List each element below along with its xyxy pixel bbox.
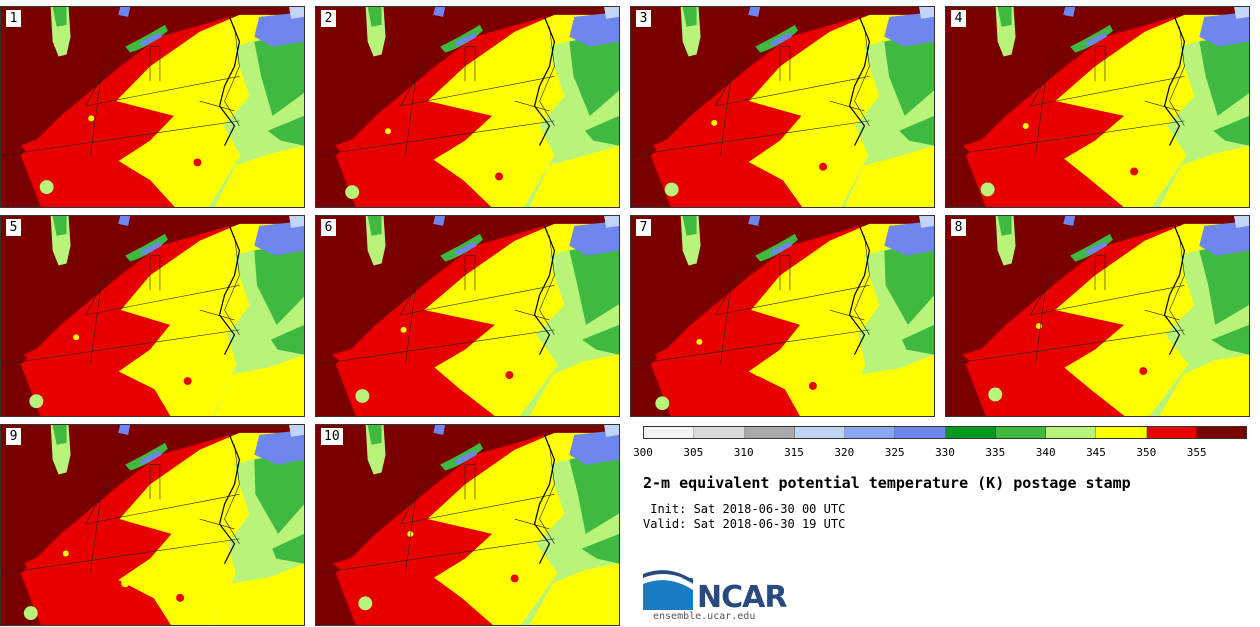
colorbar-cell	[794, 427, 845, 438]
colorbar-cell	[744, 427, 795, 438]
colorbar-tick-label: 325	[884, 446, 905, 459]
colorbar-tick-label: 335	[985, 446, 1006, 459]
ensemble-member-map: 10	[315, 424, 620, 626]
member-number: 6	[321, 219, 336, 236]
member-number: 10	[321, 428, 343, 445]
member-number: 3	[636, 10, 651, 27]
colorbar-tick-label: 315	[784, 446, 804, 459]
figure-title: 2-m equivalent potential temperature (K)…	[643, 474, 1131, 492]
colorbar-cell	[1196, 427, 1246, 438]
colorbar-tick-label: 345	[1086, 446, 1106, 459]
ensemble-member-map: 7	[630, 215, 935, 417]
colorbar-cell	[694, 427, 745, 438]
colorbar-tick-label: 310	[733, 446, 754, 459]
colorbar-tick-label: 320	[834, 446, 855, 459]
website-url: ensemble.ucar.edu	[653, 611, 756, 622]
colorbar-cell	[945, 427, 996, 438]
colorbar-cell	[1046, 427, 1097, 438]
colorbar-cell	[845, 427, 896, 438]
member-number: 1	[6, 10, 21, 27]
ensemble-member-map: 1	[0, 6, 305, 208]
ensemble-member-map: 4	[945, 6, 1250, 208]
ensemble-member-map: 3	[630, 6, 935, 208]
init-time: Init: Sat 2018-06-30 00 UTC	[643, 502, 846, 516]
ensemble-member-map: 2	[315, 6, 620, 208]
ensemble-member-map: 5	[0, 215, 305, 417]
member-number: 5	[6, 219, 21, 236]
colorbar-tick-label: 305	[683, 446, 704, 459]
valid-time: Valid: Sat 2018-06-30 19 UTC	[643, 517, 846, 531]
colorbar-tick-label: 355	[1186, 446, 1207, 459]
colorbar-tick-label: 340	[1035, 446, 1056, 459]
ensemble-member-map: 6	[315, 215, 620, 417]
member-number: 7	[636, 219, 651, 236]
colorbar-tick-label: 300	[633, 446, 653, 459]
member-number: 9	[6, 428, 21, 445]
colorbar-cell	[644, 427, 695, 438]
ensemble-member-map: 9	[0, 424, 305, 626]
ncar-logo-text: NCAR	[697, 580, 787, 615]
colorbar-cell	[1096, 427, 1147, 438]
member-number: 4	[951, 10, 966, 27]
colorbar-cell	[1146, 427, 1197, 438]
colorbar-cell	[895, 427, 946, 438]
member-number: 8	[951, 219, 966, 236]
ncar-logo	[643, 570, 693, 610]
colorbar-tick-label: 350	[1136, 446, 1157, 459]
ensemble-member-map: 8	[945, 215, 1250, 417]
member-number: 2	[321, 10, 336, 27]
colorbar-tick-label: 330	[935, 446, 955, 459]
colorbar	[643, 426, 1247, 439]
colorbar-cell	[995, 427, 1046, 438]
